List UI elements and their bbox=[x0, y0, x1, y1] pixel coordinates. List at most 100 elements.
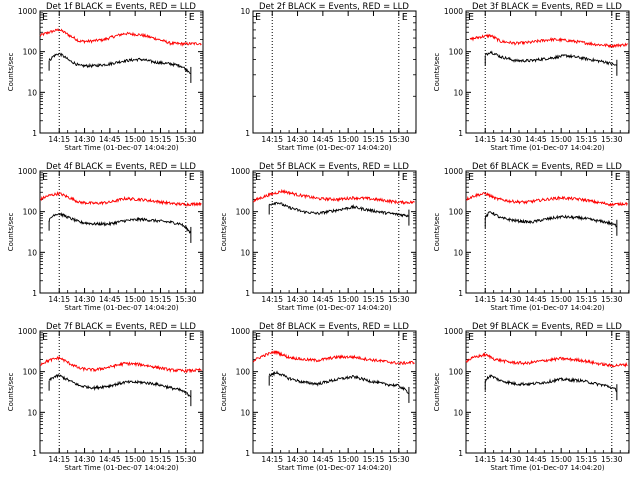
lld-trace bbox=[252, 188, 415, 205]
detector-panel-5f: Det 5f BLACK = Events, RED = LLD 1 10 100 10… bbox=[220, 162, 417, 312]
panel-title: Det 9f BLACK = Events, RED = LLD bbox=[472, 322, 622, 332]
event-marker-label: E bbox=[402, 172, 408, 183]
plot-frame bbox=[465, 330, 630, 454]
x-tick-label: 14:30 bbox=[287, 455, 309, 464]
x-tick-label: 14:45 bbox=[525, 455, 547, 464]
events-trace bbox=[269, 201, 409, 218]
y-tick-label: 10 bbox=[27, 248, 37, 257]
event-marker-label: E bbox=[255, 12, 261, 23]
y-tick-label: 1000 bbox=[231, 327, 250, 336]
y-tick-label: 1000 bbox=[444, 327, 463, 336]
lld-trace bbox=[39, 355, 202, 374]
x-tick-label: 15:15 bbox=[576, 295, 598, 304]
detector-panel-1f: Det 1f BLACK = Events, RED = LLD 1 10 100 10… bbox=[7, 2, 204, 152]
event-marker-label: E bbox=[189, 332, 195, 343]
x-tick-label: 15:15 bbox=[576, 135, 598, 144]
x-tick-label: 15:15 bbox=[363, 135, 385, 144]
x-tick-label: 15:30 bbox=[388, 135, 410, 144]
lld-trace bbox=[252, 350, 415, 366]
x-axis-label: Start Time (01-Dec-07 14:04:20) bbox=[277, 304, 391, 312]
y-tick-label: 1000 bbox=[444, 167, 463, 176]
y-tick-label: 10 bbox=[453, 248, 463, 257]
x-tick-label: 15:30 bbox=[601, 295, 623, 304]
y-tick-label: 1 bbox=[458, 449, 463, 458]
x-tick-label: 14:45 bbox=[312, 295, 334, 304]
x-axis-label: Start Time (01-Dec-07 14:04:20) bbox=[490, 144, 604, 152]
panel-title: Det 1f BLACK = Events, RED = LLD bbox=[46, 2, 196, 12]
detector-panel-8f: Det 8f BLACK = Events, RED = LLD 1 10 100 10… bbox=[220, 322, 417, 472]
x-tick-label: 14:30 bbox=[74, 135, 96, 144]
x-tick-label: 14:15 bbox=[474, 455, 496, 464]
event-marker-label: E bbox=[255, 172, 261, 183]
y-axis-label: Counts/sec bbox=[220, 213, 228, 252]
plot-frame bbox=[252, 330, 417, 454]
event-marker-label: E bbox=[42, 332, 48, 343]
y-tick-label: 10 bbox=[453, 408, 463, 417]
detector-panel-7f: Det 7f BLACK = Events, RED = LLD 1 10 100 10… bbox=[7, 322, 204, 472]
y-tick-label: 100 bbox=[236, 368, 251, 377]
y-tick-label: 1 bbox=[32, 289, 37, 298]
lld-trace bbox=[469, 33, 628, 49]
x-tick-label: 14:15 bbox=[48, 455, 70, 464]
y-tick-label: 100 bbox=[449, 208, 464, 217]
x-tick-label: 15:30 bbox=[601, 455, 623, 464]
event-marker-label: E bbox=[255, 332, 261, 343]
y-tick-label: 10 bbox=[240, 408, 250, 417]
plot-frame bbox=[252, 10, 417, 134]
x-axis-label: Start Time (01-Dec-07 14:04:20) bbox=[277, 464, 391, 472]
plot-frame bbox=[465, 170, 630, 294]
plot-frame bbox=[39, 10, 204, 134]
plot-frame bbox=[39, 330, 204, 454]
panel-title: Det 5f BLACK = Events, RED = LLD bbox=[259, 162, 409, 172]
x-tick-label: 14:15 bbox=[48, 135, 70, 144]
lld-trace bbox=[465, 191, 628, 207]
x-tick-label: 15:15 bbox=[150, 455, 172, 464]
x-tick-label: 15:15 bbox=[363, 295, 385, 304]
y-tick-label: 100 bbox=[23, 368, 38, 377]
x-tick-label: 14:45 bbox=[312, 455, 334, 464]
panel-title: Det 6f BLACK = Events, RED = LLD bbox=[472, 162, 622, 172]
panel-title: Det 3f BLACK = Events, RED = LLD bbox=[472, 2, 622, 12]
y-tick-label: 1000 bbox=[18, 7, 37, 16]
x-tick-label: 14:30 bbox=[287, 135, 309, 144]
x-tick-label: 14:15 bbox=[261, 295, 283, 304]
events-trace bbox=[484, 211, 617, 228]
x-tick-label: 14:30 bbox=[74, 295, 96, 304]
y-tick-label: 1000 bbox=[231, 167, 250, 176]
y-tick-label: 1 bbox=[458, 289, 463, 298]
x-tick-label: 15:30 bbox=[175, 455, 197, 464]
lld-trace bbox=[39, 27, 202, 47]
x-axis-label: Start Time (01-Dec-07 14:04:20) bbox=[64, 464, 178, 472]
x-axis-label: Start Time (01-Dec-07 14:04:20) bbox=[64, 304, 178, 312]
x-tick-label: 14:45 bbox=[312, 135, 334, 144]
x-tick-label: 15:00 bbox=[550, 455, 572, 464]
x-tick-label: 15:00 bbox=[550, 135, 572, 144]
y-tick-label: 1 bbox=[32, 449, 37, 458]
y-tick-label: 100 bbox=[449, 48, 464, 57]
x-tick-label: 14:15 bbox=[48, 295, 70, 304]
detector-panel-3f: Det 3f BLACK = Events, RED = LLD 1 10 100 10… bbox=[433, 2, 630, 152]
y-tick-label: 1 bbox=[245, 449, 250, 458]
y-tick-label: 1 bbox=[245, 129, 250, 138]
x-tick-label: 14:30 bbox=[74, 455, 96, 464]
panel-title: Det 4f BLACK = Events, RED = LLD bbox=[46, 162, 196, 172]
x-tick-label: 14:30 bbox=[287, 295, 309, 304]
y-tick-label: 10 bbox=[453, 88, 463, 97]
x-tick-label: 14:30 bbox=[500, 295, 522, 304]
x-tick-label: 14:45 bbox=[99, 455, 121, 464]
x-tick-label: 15:00 bbox=[124, 135, 146, 144]
y-tick-label: 10 bbox=[240, 7, 250, 16]
y-axis-label: Counts/sec bbox=[7, 373, 15, 412]
y-tick-label: 10 bbox=[27, 88, 37, 97]
x-tick-label: 15:00 bbox=[550, 295, 572, 304]
plot-frame bbox=[465, 10, 630, 134]
panel-title: Det 7f BLACK = Events, RED = LLD bbox=[46, 322, 196, 332]
y-axis-label: Counts/sec bbox=[433, 213, 441, 252]
event-marker-label: E bbox=[468, 172, 474, 183]
events-trace bbox=[48, 52, 191, 74]
x-tick-label: 15:15 bbox=[576, 455, 598, 464]
event-marker-label: E bbox=[189, 12, 195, 23]
events-trace bbox=[484, 50, 617, 66]
x-tick-label: 15:30 bbox=[175, 135, 197, 144]
